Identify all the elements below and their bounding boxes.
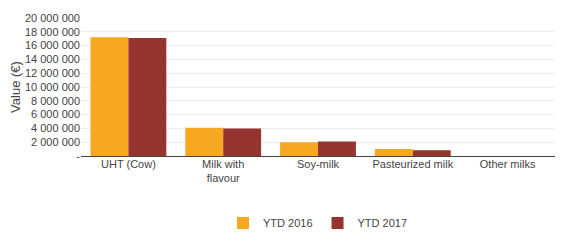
svg-text:4 000 000: 4 000 000 (31, 122, 80, 134)
svg-text:Other milks: Other milks (480, 158, 536, 170)
svg-text:Pasteurized milk: Pasteurized milk (372, 158, 453, 170)
svg-text:16 000 000: 16 000 000 (25, 39, 80, 51)
svg-text:UHT (Cow): UHT (Cow) (101, 158, 156, 170)
svg-text:2 000 000: 2 000 000 (31, 136, 80, 148)
svg-text:12 000 000: 12 000 000 (25, 67, 80, 79)
svg-text:Value (€): Value (€) (8, 61, 23, 113)
svg-text:YTD 2016: YTD 2016 (263, 217, 313, 229)
svg-text:20 000 000: 20 000 000 (25, 12, 80, 24)
svg-text:18 000 000: 18 000 000 (25, 26, 80, 38)
svg-text:Soy-milk: Soy-milk (297, 158, 340, 170)
svg-text:14 000 000: 14 000 000 (25, 53, 80, 65)
svg-text:-: - (76, 150, 80, 162)
svg-text:8 000 000: 8 000 000 (31, 95, 80, 107)
svg-text:Milk withflavour: Milk withflavour (202, 158, 244, 184)
svg-text:10 000 000: 10 000 000 (25, 81, 80, 93)
svg-text:6 000 000: 6 000 000 (31, 108, 80, 120)
svg-text:YTD 2017: YTD 2017 (358, 217, 408, 229)
